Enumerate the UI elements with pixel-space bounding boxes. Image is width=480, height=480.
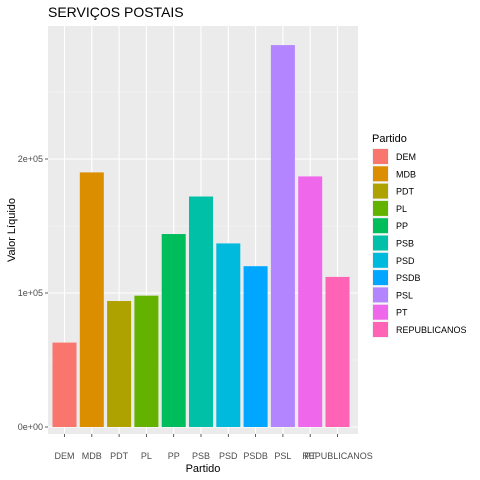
legend-label: PSL (396, 290, 413, 300)
y-tick-label: 1e+05 (18, 288, 43, 298)
x-tick-label: DEM (55, 451, 75, 461)
legend-label: PP (396, 221, 408, 231)
x-tick-label: PP (168, 451, 180, 461)
bar-mdb (80, 172, 104, 427)
legend-swatch-psb (373, 236, 388, 251)
legend-label: REPUBLICANOS (396, 325, 467, 335)
bar-dem (53, 343, 77, 427)
legend-label: MDB (396, 169, 416, 179)
y-axis-ticks: 0e+00 1e+05 2e+05 (18, 154, 48, 432)
legend-swatch-republicanos (373, 322, 388, 337)
legend-items: DEM MDB PDT PL PP PSB PSD PSDB PSL PT REPUBLICANOS (372, 148, 467, 338)
legend-swatch-pt (373, 305, 388, 320)
legend-label: PT (396, 308, 408, 318)
y-tick-label: 0e+00 (18, 422, 43, 432)
bar-psl (271, 45, 295, 427)
bar-psd (216, 243, 240, 427)
legend-label: PL (396, 204, 407, 214)
legend-label: DEM (396, 152, 416, 162)
x-tick-label: PL (141, 451, 152, 461)
legend-label: PSD (396, 256, 415, 266)
legend-swatch-pp (373, 218, 388, 233)
legend-swatch-psd (373, 253, 388, 268)
legend-swatch-psdb (373, 270, 388, 285)
legend-label: PDT (396, 187, 415, 197)
x-tick-label: PSB (192, 451, 210, 461)
legend-title: Partido (372, 133, 407, 145)
x-tick-label: PDT (110, 451, 129, 461)
bar-pl (134, 296, 158, 427)
legend-label: PSDB (396, 273, 421, 283)
y-tick-label: 2e+05 (18, 154, 43, 164)
legend-swatch-psl (373, 287, 388, 302)
legend-swatch-mdb (373, 166, 388, 181)
legend-swatch-dem (373, 149, 388, 164)
chart-title: SERVIÇOS POSTAIS (48, 4, 184, 20)
x-axis-title: Partido (186, 463, 221, 475)
bar-psdb (244, 266, 268, 427)
bar-pdt (107, 301, 131, 427)
y-axis-title: Valor Líquido (6, 198, 18, 262)
legend: Partido DEM MDB PDT PL PP PSB PSD PSDB PSL PT REPU… (372, 133, 467, 338)
x-tick-label: PSL (274, 451, 291, 461)
x-tick-label: REPUBLICANOS (302, 451, 373, 461)
legend-label: PSB (396, 239, 414, 249)
bar-pp (162, 234, 186, 427)
legend-swatch-pl (373, 201, 388, 216)
bar-psb (189, 197, 213, 427)
bar-republicanos (326, 277, 350, 427)
x-tick-label: PSDB (243, 451, 268, 461)
x-tick-label: MDB (82, 451, 102, 461)
x-tick-label: PSD (219, 451, 238, 461)
legend-swatch-pdt (373, 184, 388, 199)
bar-pt (298, 176, 322, 427)
